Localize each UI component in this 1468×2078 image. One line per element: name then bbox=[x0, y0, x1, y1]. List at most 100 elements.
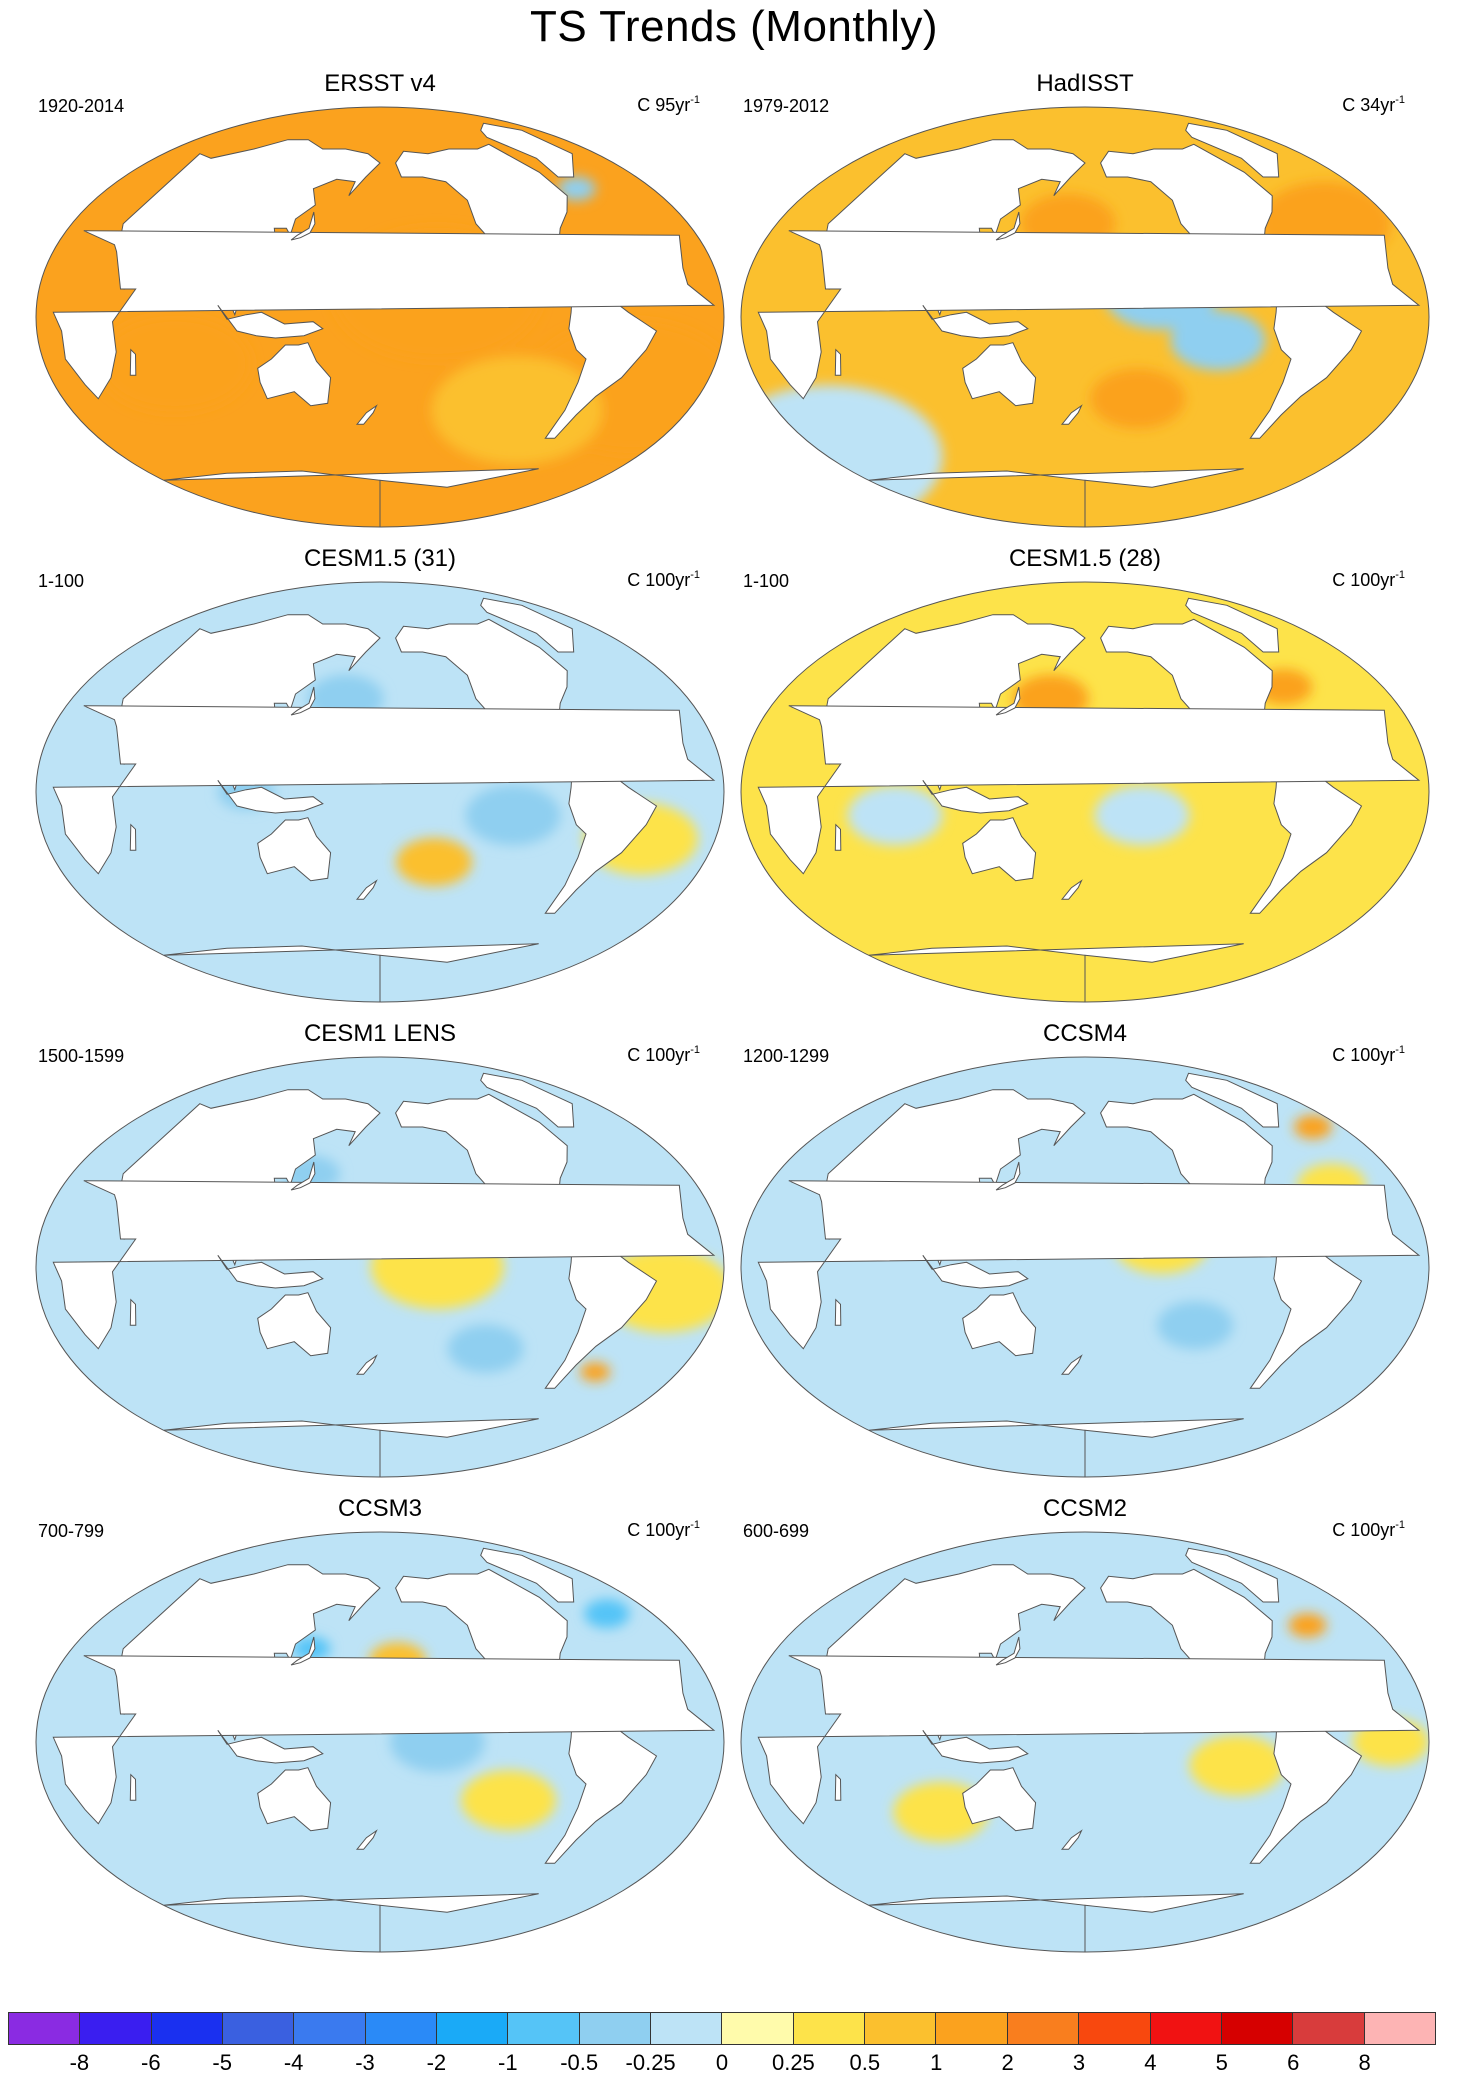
colorbar-tick-label: 1 bbox=[930, 2050, 943, 2075]
continent-indonesia bbox=[922, 780, 1029, 814]
continent-indonesia bbox=[217, 780, 324, 814]
colorbar-swatch bbox=[793, 2013, 866, 2044]
colorbar-tick-label: 0.25 bbox=[771, 2050, 815, 2075]
colorbar-tick-label: -5 bbox=[212, 2050, 232, 2075]
continent-indonesia bbox=[922, 1730, 1029, 1764]
colorbar-tick-label: 6 bbox=[1287, 2050, 1300, 2075]
continent-greenland bbox=[480, 1547, 575, 1603]
colorbar-swatch bbox=[1150, 2013, 1222, 2044]
continent-africa bbox=[52, 705, 716, 875]
colorbar-swatch bbox=[865, 2013, 937, 2044]
continent-south-america bbox=[1249, 1238, 1363, 1389]
continent-indonesia bbox=[922, 1255, 1029, 1289]
colorbar-labels: -8 -6 -5 -4 -3 -2 -1 -0.5 -0.25 0 0.25 0.5 1 2 3 4 5 6 8 bbox=[8, 2050, 1436, 2078]
panel-units: C 100yr-1 bbox=[1332, 1044, 1405, 1065]
map-outline bbox=[740, 106, 1430, 528]
continent-antarctica bbox=[163, 468, 539, 527]
panel-title: CCSM4 bbox=[1042, 1020, 1127, 1047]
continent-australia bbox=[257, 1767, 332, 1832]
continent-africa bbox=[757, 705, 1421, 875]
continent-africa bbox=[52, 230, 716, 400]
continent-madagascar bbox=[129, 348, 137, 376]
colorbar-tick-label: 0.5 bbox=[849, 2050, 881, 2075]
map-panel: CCSM2 600-699 C 100yr-1 bbox=[735, 1495, 1435, 1955]
continent-africa bbox=[52, 1180, 716, 1350]
panel-year-range: 1500-1599 bbox=[38, 1046, 125, 1066]
colorbar-swatch bbox=[1364, 2013, 1435, 2044]
continent-greenland bbox=[1185, 1547, 1280, 1603]
panel-year-range: 1979-2012 bbox=[743, 96, 830, 116]
panel-title: CESM1.5 (31) bbox=[303, 545, 457, 572]
panel-units: C 95yr-1 bbox=[637, 94, 700, 115]
trend-anomaly-region bbox=[584, 1599, 630, 1629]
continent-madagascar bbox=[129, 1773, 137, 1801]
trend-anomaly-region bbox=[1157, 1301, 1234, 1350]
world-map bbox=[740, 581, 1430, 1003]
trend-anomaly-region bbox=[1170, 310, 1266, 371]
trend-anomaly-region bbox=[579, 1362, 611, 1382]
continent-madagascar bbox=[129, 823, 137, 851]
colorbar-tick-label: -2 bbox=[426, 2050, 447, 2075]
colorbar-swatch bbox=[151, 2013, 224, 2044]
trend-anomaly-region bbox=[557, 176, 596, 201]
continent-south-america bbox=[544, 1713, 658, 1864]
panel-year-range: 700-799 bbox=[38, 1521, 105, 1541]
world-map bbox=[740, 1056, 1430, 1478]
continent-japan bbox=[995, 1636, 1021, 1666]
panel-year-range: 1-100 bbox=[743, 571, 790, 591]
continent-africa bbox=[757, 1180, 1421, 1350]
colorbar-tick-label: 8 bbox=[1358, 2050, 1371, 2075]
colorbar-tick-label: 0 bbox=[715, 2050, 729, 2075]
panel-units: C 34yr-1 bbox=[1342, 94, 1405, 115]
panel-title: CESM1 LENS bbox=[303, 1020, 457, 1047]
continent-antarctica bbox=[868, 1418, 1244, 1477]
world-map bbox=[740, 106, 1430, 528]
panel-title: CESM1.5 (28) bbox=[1008, 545, 1162, 572]
continent-indonesia bbox=[217, 1255, 324, 1289]
continent-japan bbox=[290, 211, 316, 241]
panel-year-range: 1-100 bbox=[38, 571, 85, 591]
continent-antarctica bbox=[868, 943, 1244, 1002]
colorbar-swatch bbox=[1293, 2013, 1365, 2044]
panel-title: HadISST bbox=[1036, 70, 1134, 97]
world-map bbox=[35, 581, 725, 1003]
continent-japan bbox=[995, 211, 1021, 241]
continent-africa bbox=[52, 1655, 716, 1825]
trend-anomaly-region bbox=[1094, 785, 1190, 846]
colorbar bbox=[8, 2012, 1436, 2045]
continent-greenland bbox=[480, 597, 575, 653]
continent-greenland bbox=[480, 1072, 575, 1128]
continent-madagascar bbox=[834, 348, 842, 376]
trend-anomaly-region bbox=[431, 356, 603, 465]
panel-year-range: 1920-2014 bbox=[38, 96, 125, 116]
panel-year-range: 1200-1299 bbox=[743, 1046, 830, 1066]
continent-africa bbox=[757, 1655, 1421, 1825]
continent-new-zealand bbox=[355, 1354, 378, 1375]
continent-australia bbox=[962, 817, 1037, 882]
colorbar-tick-label: -3 bbox=[355, 2050, 375, 2075]
continent-antarctica bbox=[868, 468, 1244, 527]
continent-madagascar bbox=[834, 1298, 842, 1326]
continent-japan bbox=[290, 1636, 316, 1666]
trend-anomaly-region bbox=[1090, 368, 1186, 429]
panel-units: C 100yr-1 bbox=[627, 569, 700, 590]
map-outline bbox=[35, 581, 725, 1003]
colorbar-swatch bbox=[1079, 2013, 1151, 2044]
colorbar-swatch bbox=[579, 2013, 652, 2044]
continent-south-america bbox=[1249, 288, 1363, 439]
colorbar-tick-label: 4 bbox=[1144, 2050, 1157, 2075]
continent-south-america bbox=[544, 763, 658, 914]
panel-title: CCSM2 bbox=[1042, 1495, 1127, 1522]
map-outline bbox=[35, 1531, 725, 1953]
continent-africa bbox=[757, 230, 1421, 400]
trend-anomaly-region bbox=[847, 785, 943, 846]
map-panel: CCSM4 1200-1299 C 100yr-1 bbox=[735, 1020, 1435, 1480]
continent-madagascar bbox=[834, 1773, 842, 1801]
continent-australia bbox=[962, 342, 1037, 407]
colorbar-tick-label: -1 bbox=[498, 2050, 518, 2075]
continent-new-zealand bbox=[1060, 1354, 1083, 1375]
continent-south-america bbox=[544, 1238, 658, 1389]
continent-new-zealand bbox=[355, 1829, 378, 1850]
colorbar-swatch bbox=[9, 2013, 81, 2044]
continent-new-zealand bbox=[1060, 879, 1083, 900]
